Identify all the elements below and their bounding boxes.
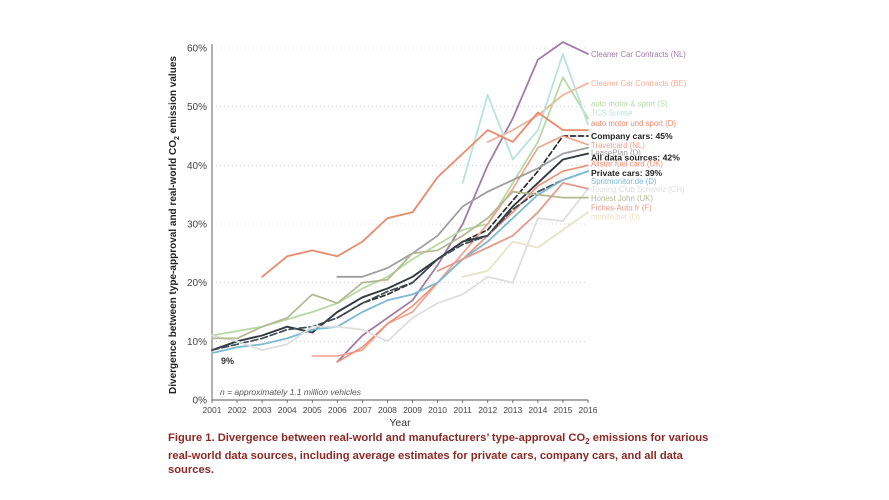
x-tick-label: 2015 xyxy=(553,405,572,415)
series-line-leaseplan-d xyxy=(336,146,589,278)
series-label-mobile-bet-d: mobile.bet (D) xyxy=(591,212,640,221)
x-tick-label: 2003 xyxy=(253,405,272,415)
series-label-cleaner-car-contracts-nl: Cleaner Car Contracts (NL) xyxy=(591,50,686,59)
series-label-all-data-sources-42: All data sources: 42% xyxy=(591,153,680,163)
y-tick-label: 20% xyxy=(187,278,207,289)
figure-caption: Figure 1. Divergence between real-world … xyxy=(168,431,728,477)
y-tick-label: 50% xyxy=(187,102,207,113)
series-line-tcs-suisse xyxy=(461,53,589,184)
series-label-spritmonitor-de-d: Spritmonitor.de (D) xyxy=(591,177,657,186)
caption-text-end: emissions for various real-world data so… xyxy=(168,432,709,477)
x-tick-label: 2013 xyxy=(503,405,522,415)
x-tick-label: 2014 xyxy=(528,405,547,415)
series-line-touring-club-schweiz-ch xyxy=(211,187,589,352)
series-label-travelcard-nl: Travelcard (NL) xyxy=(591,141,645,150)
series-lines xyxy=(211,41,589,363)
x-tick-label: 2004 xyxy=(278,405,297,415)
series-label-touring-club-schweiz-ch: Touring Club Schweiz (CH) xyxy=(591,185,685,194)
y-axis-title-part: Divergence between type-approval and rea… xyxy=(168,140,179,394)
series-line-spritmonitor-de-d xyxy=(211,170,589,355)
series-label-tcs-suisse: TCS Suisse xyxy=(591,109,632,118)
x-tick-label: 2008 xyxy=(378,405,397,415)
x-tick-label: 2007 xyxy=(353,405,372,415)
series-line-allstar-fuel-card-uk xyxy=(336,164,589,363)
series-line-private-cars-39 xyxy=(211,170,589,351)
y-tick-label: 30% xyxy=(187,220,207,231)
x-tick-label: 2010 xyxy=(428,405,447,415)
series-label-private-cars-39: Private cars: 39% xyxy=(591,168,663,178)
series-line-all-data-sources-42 xyxy=(211,152,589,352)
series-line-company-cars-45 xyxy=(336,135,589,319)
sample-size-note: n = approximately 1.1 million vehicles xyxy=(220,387,362,397)
x-tick-label: 2016 xyxy=(579,405,598,415)
caption-subscript: 2 xyxy=(585,437,590,447)
series-label-auto-motor-und-sport-d: auto motor und sport (D) xyxy=(591,119,676,128)
y-tick-label: 60% xyxy=(187,44,207,55)
x-axis-label: Year xyxy=(389,417,411,429)
series-label-leaseplan-d: LeasePlan (D) xyxy=(591,148,641,157)
y-axis-title-part: emission values xyxy=(168,56,179,136)
series-label-cleaner-car-contracts-be: Cleaner Car Contracts (BE) xyxy=(591,79,687,88)
series-line-auto-motor-und-sport-d xyxy=(261,111,589,278)
y-tick-label: 0% xyxy=(193,396,208,407)
y-tick-label: 40% xyxy=(187,161,207,172)
y-axis-label: Divergence between type-approval and rea… xyxy=(168,56,181,394)
series-line-honest-john-uk xyxy=(211,190,589,340)
x-tick-label: 2011 xyxy=(454,405,473,415)
x-tick-label: 2005 xyxy=(303,405,322,415)
axes: 0% 10% 20% 30% 40% 50% 60% 2001 2002 2003 2004 2005… xyxy=(187,44,598,416)
y-axis-title-subscript: 2 xyxy=(174,136,181,140)
series-line-fiches-auto-fr-f xyxy=(436,181,589,272)
x-tick-label: 2006 xyxy=(328,405,347,415)
series-label-auto-motor-sport-s: auto motor & sport (S) xyxy=(591,100,668,109)
series-label-allstar-fuel-card-uk: Allstar fuel card (UK) xyxy=(591,160,663,169)
start-annotation: 9% xyxy=(221,356,234,366)
series-line-cleaner-car-contracts-nl xyxy=(336,41,589,363)
chart: 0% 10% 20% 30% 40% 50% 60% 2001 2002 2003 2004 2005… xyxy=(168,41,687,429)
series-line-mobile-bet-d xyxy=(461,211,589,278)
x-tick-label: 2002 xyxy=(228,405,247,415)
series-line-travelcard-nl xyxy=(311,135,589,357)
x-tick-label: 2001 xyxy=(203,405,222,415)
series-label-company-cars-45: Company cars: 45% xyxy=(591,131,673,141)
y-axis-title: Divergence between type-approval and rea… xyxy=(168,56,181,394)
x-tick-label: 2009 xyxy=(403,405,422,415)
series-label-fiches-auto-fr-f: Fiches-Auto.fr (F) xyxy=(591,204,652,213)
y-tick-label: 10% xyxy=(187,337,207,348)
x-tick-label: 2012 xyxy=(478,405,497,415)
caption-text: Figure 1. Divergence between real-world … xyxy=(168,432,586,444)
series-label-honest-john-uk: Honest John (UK) xyxy=(591,194,653,203)
series-labels: Cleaner Car Contracts (NL) Cleaner Car Co… xyxy=(591,50,687,222)
